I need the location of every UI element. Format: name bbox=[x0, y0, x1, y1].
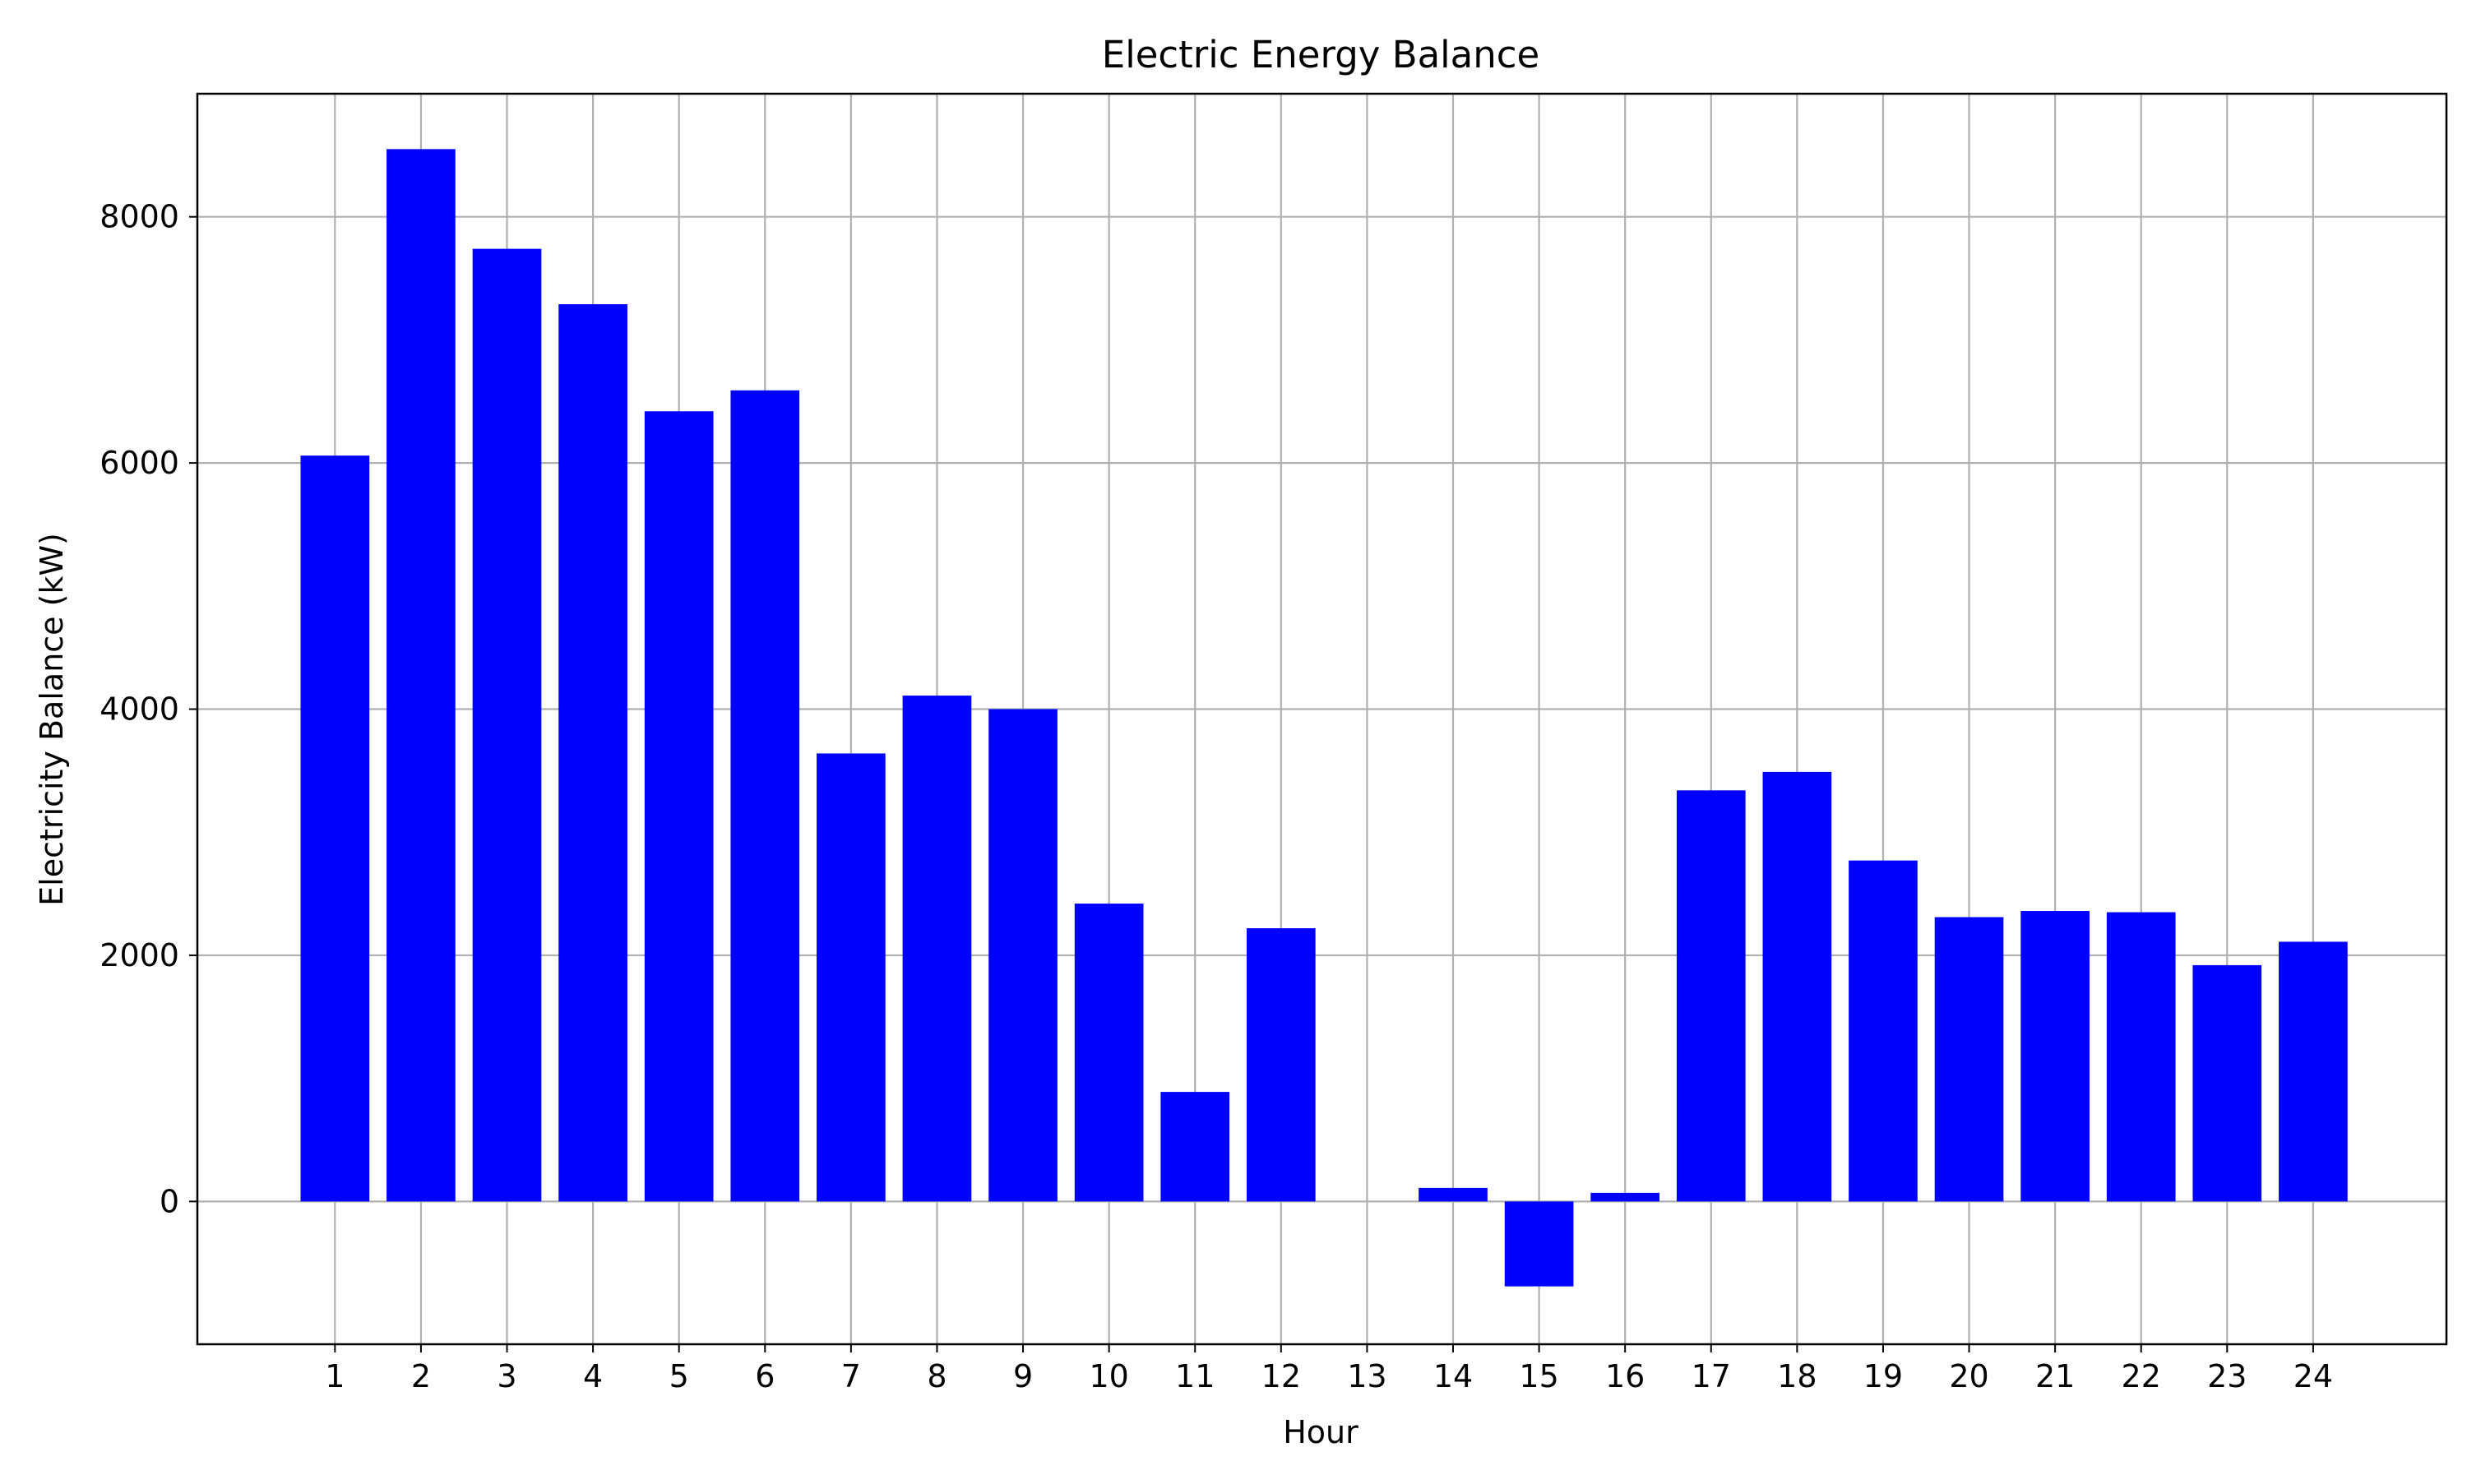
x-axis-label: Hour bbox=[1283, 1414, 1358, 1450]
bar bbox=[1074, 904, 1144, 1202]
bar bbox=[817, 753, 886, 1202]
bar bbox=[644, 411, 714, 1202]
bar bbox=[2106, 912, 2176, 1202]
bar bbox=[2020, 911, 2090, 1202]
x-tick-label: 15 bbox=[1519, 1358, 1558, 1394]
x-ticks: 1 2 3 4 5 6 7 8 9 10 11 12 13 14 15 16 17 18 19 20 21 22 23 24 bbox=[325, 1344, 2333, 1394]
x-tick-label: 14 bbox=[1433, 1358, 1473, 1394]
bar bbox=[2192, 964, 2262, 1202]
x-tick-label: 13 bbox=[1347, 1358, 1386, 1394]
x-tick-label: 17 bbox=[1692, 1358, 1731, 1394]
x-tick-label: 21 bbox=[2035, 1358, 2075, 1394]
x-tick-label: 22 bbox=[2122, 1358, 2161, 1394]
bar bbox=[300, 455, 370, 1202]
x-tick-label: 24 bbox=[2293, 1358, 2333, 1394]
bar bbox=[386, 149, 456, 1202]
y-tick-label: 2000 bbox=[100, 937, 179, 973]
y-axis-label: Electricity Balance (kW) bbox=[34, 533, 70, 906]
x-tick-label: 1 bbox=[325, 1358, 345, 1394]
bar bbox=[1590, 1192, 1660, 1202]
bar bbox=[902, 696, 972, 1202]
y-ticks: 0 2000 4000 6000 8000 bbox=[100, 199, 197, 1219]
bar bbox=[472, 248, 542, 1202]
x-tick-label: 10 bbox=[1089, 1358, 1128, 1394]
bar bbox=[1160, 1092, 1230, 1202]
bar bbox=[2279, 941, 2348, 1202]
bar bbox=[1849, 860, 1918, 1202]
x-tick-label: 6 bbox=[755, 1358, 775, 1394]
bar bbox=[1504, 1201, 1574, 1287]
bar bbox=[1762, 771, 1832, 1202]
x-tick-label: 8 bbox=[927, 1358, 947, 1394]
x-tick-label: 3 bbox=[497, 1358, 516, 1394]
y-tick-label: 0 bbox=[160, 1183, 179, 1219]
plot-frame bbox=[196, 92, 2448, 1346]
y-tick-label: 8000 bbox=[100, 199, 179, 235]
bar bbox=[730, 390, 800, 1202]
x-tick-label: 23 bbox=[2207, 1358, 2247, 1394]
x-tick-label: 2 bbox=[411, 1358, 431, 1394]
y-tick-label: 4000 bbox=[100, 691, 179, 728]
bars bbox=[300, 149, 2348, 1287]
y-tick-label: 6000 bbox=[100, 445, 179, 481]
x-tick-label: 16 bbox=[1605, 1358, 1645, 1394]
bar bbox=[1246, 927, 1316, 1202]
x-tick-label: 9 bbox=[1013, 1358, 1033, 1394]
x-tick-label: 20 bbox=[1949, 1358, 1988, 1394]
chart-title: Electric Energy Balance bbox=[1102, 33, 1539, 76]
x-tick-label: 5 bbox=[669, 1358, 689, 1394]
bar bbox=[1676, 790, 1746, 1202]
x-tick-label: 11 bbox=[1175, 1358, 1215, 1394]
bar bbox=[558, 303, 627, 1202]
x-tick-label: 18 bbox=[1777, 1358, 1817, 1394]
bar bbox=[988, 709, 1058, 1202]
bar bbox=[1934, 917, 2004, 1202]
x-tick-label: 4 bbox=[583, 1358, 603, 1394]
x-tick-label: 19 bbox=[1863, 1358, 1903, 1394]
bar bbox=[1419, 1187, 1488, 1202]
x-tick-label: 12 bbox=[1261, 1358, 1301, 1394]
x-tick-label: 7 bbox=[841, 1358, 861, 1394]
